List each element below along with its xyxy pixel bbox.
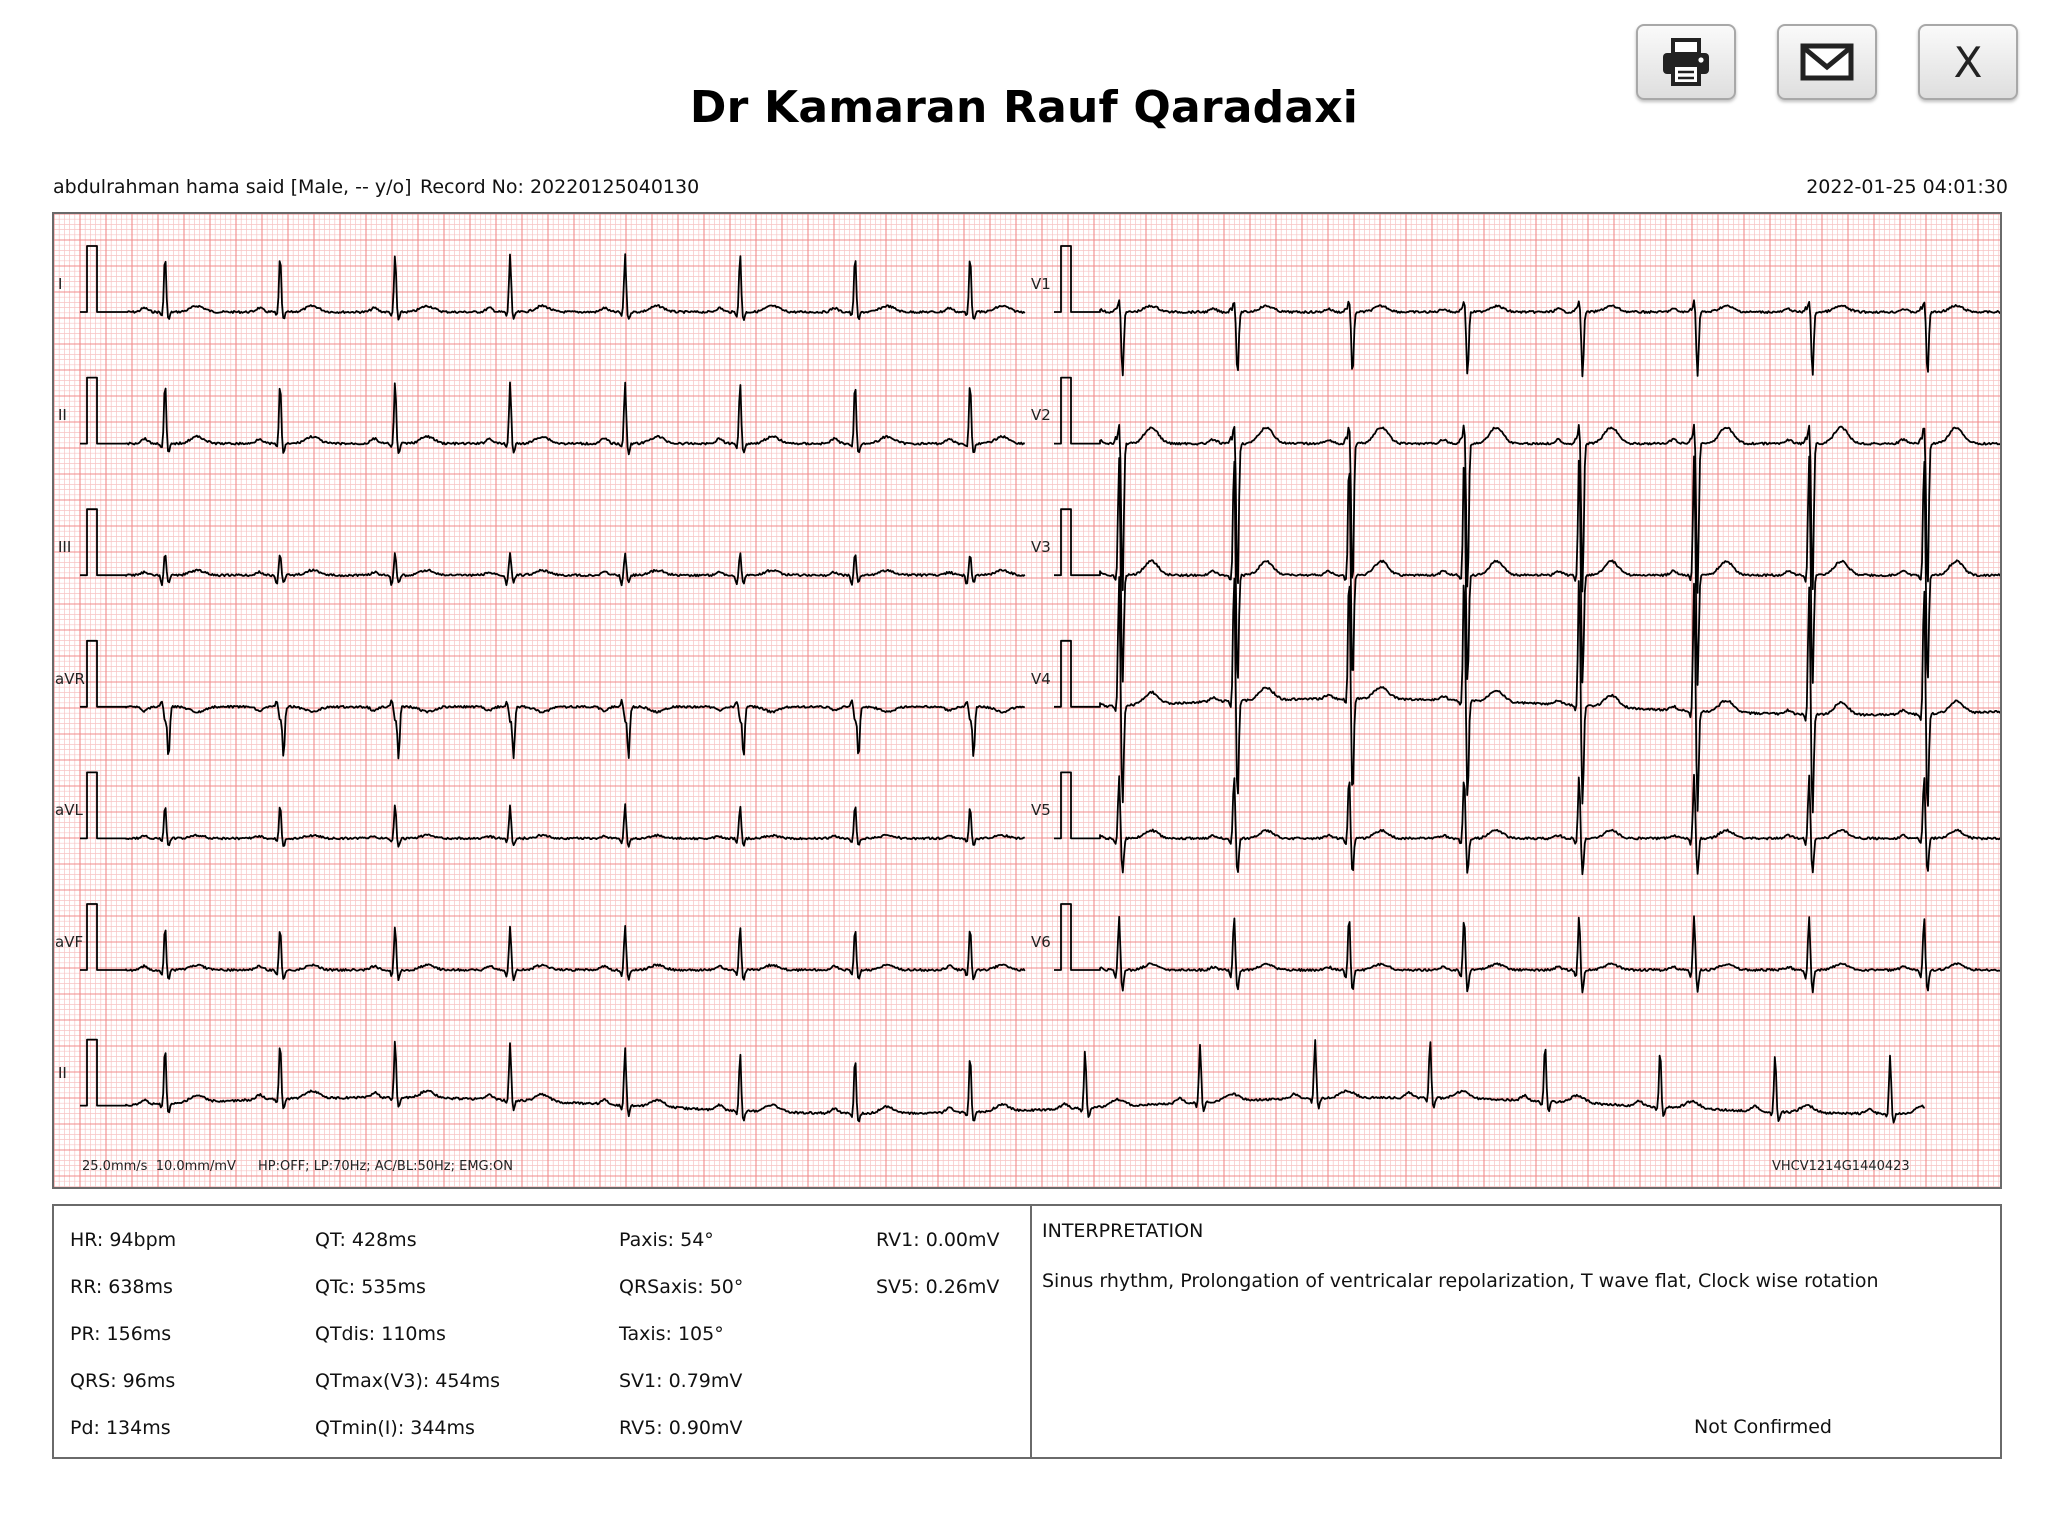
interpretation-text: Sinus rhythm, Prolongation of ventricala… — [1042, 1270, 1879, 1292]
trace-v3 — [1054, 455, 2000, 686]
record-datetime: 2022-01-25 04:01:30 — [1806, 176, 2008, 198]
trace-v1 — [1054, 245, 2000, 378]
measurements-col-3: Paxis: 54° QRSaxis: 50° Taxis: 105° SV1:… — [619, 1228, 743, 1463]
measure-sv1: SV1: 0.79mV — [619, 1370, 743, 1392]
minor-grid — [54, 214, 2000, 1187]
measurements-col-4: RV1: 0.00mV SV5: 0.26mV — [876, 1228, 1000, 1322]
measure-qtdis: QTdis: 110ms — [315, 1323, 446, 1345]
trace-iii — [80, 508, 1026, 587]
measure-rr: RR: 638ms — [70, 1276, 173, 1298]
measure-rv1: RV1: 0.00mV — [876, 1229, 1000, 1251]
measure-sv5: SV5: 0.26mV — [876, 1276, 1000, 1298]
record-number: Record No: 20220125040130 — [420, 176, 700, 198]
lead-label-avl: aVL — [55, 801, 83, 819]
page-title: Dr Kamaran Rauf Qaradaxi — [689, 82, 1359, 133]
close-icon: X — [1953, 37, 1983, 87]
lead-label-v1: V1 — [1031, 275, 1051, 293]
measure-pr: PR: 156ms — [70, 1323, 172, 1345]
ecg-grid: I II III aVR aVL aVF V1 V2 V3 V4 V5 V6 I… — [54, 214, 2000, 1187]
ecg-filters: HP:OFF; LP:70Hz; AC/BL:50Hz; EMG:ON — [258, 1159, 513, 1174]
ecg-settings: 25.0mm/s 10.0mm/mV — [82, 1159, 236, 1174]
measurements-col-2: QT: 428ms QTc: 535ms QTdis: 110ms QTmax(… — [315, 1228, 500, 1463]
printer-icon — [1663, 38, 1709, 86]
trace-v4 — [1054, 576, 2000, 814]
measure-qrs: QRS: 96ms — [70, 1370, 176, 1392]
measure-qtmin: QTmin(I): 344ms — [315, 1417, 475, 1439]
device-id: VHCV1214G1440423 — [1772, 1159, 1910, 1174]
patient-info: abdulrahman hama said [Male, -- y/o] — [53, 176, 412, 198]
panel-divider — [1030, 1206, 1032, 1457]
major-grid — [54, 214, 2000, 1187]
lead-label-v3: V3 — [1031, 538, 1051, 556]
trace-ii — [80, 376, 1026, 456]
interpretation-title: INTERPRETATION — [1042, 1220, 1204, 1242]
measurements-col-1: HR: 94bpm RR: 638ms PR: 156ms QRS: 96ms … — [70, 1228, 176, 1463]
measure-qrsaxis: QRSaxis: 50° — [619, 1276, 744, 1298]
trace-avf — [80, 903, 1026, 982]
trace-i — [80, 245, 1026, 321]
envelope-icon — [1800, 43, 1854, 81]
measure-qtc: QTc: 535ms — [315, 1276, 426, 1298]
measure-rv5: RV5: 0.90mV — [619, 1417, 743, 1439]
measure-pd: Pd: 134ms — [70, 1417, 171, 1439]
measure-qtmax: QTmax(V3): 454ms — [315, 1370, 500, 1392]
lead-label-v6: V6 — [1031, 933, 1051, 951]
lead-label-v5: V5 — [1031, 801, 1051, 819]
trace-rhythm-ii — [80, 1038, 1925, 1124]
lead-label-v2: V2 — [1031, 406, 1051, 424]
measurements-panel: HR: 94bpm RR: 638ms PR: 156ms QRS: 96ms … — [52, 1204, 2002, 1459]
lead-label-ii: II — [58, 406, 67, 424]
ecg-chart: I II III aVR aVL aVF V1 V2 V3 V4 V5 V6 I… — [52, 212, 2002, 1189]
trace-v5 — [1054, 771, 2000, 876]
lead-label-v4: V4 — [1031, 670, 1051, 688]
measure-hr: HR: 94bpm — [70, 1229, 177, 1251]
trace-avr — [80, 639, 1025, 760]
measure-paxis: Paxis: 54° — [619, 1229, 714, 1251]
trace-avl — [80, 771, 1025, 848]
lead-label-i: I — [58, 275, 62, 293]
email-button[interactable] — [1777, 24, 1877, 100]
lead-label-avf: aVF — [55, 933, 83, 951]
measure-taxis: Taxis: 105° — [619, 1323, 724, 1345]
confirmation-status: Not Confirmed — [1694, 1416, 1832, 1438]
lead-label-rhythm: II — [58, 1064, 67, 1082]
trace-v2 — [1054, 376, 2000, 594]
print-button[interactable] — [1636, 24, 1736, 100]
trace-v6 — [1054, 903, 2000, 994]
lead-label-iii: III — [58, 538, 71, 556]
lead-label-avr: aVR — [55, 670, 85, 688]
close-button[interactable]: X — [1918, 24, 2018, 100]
measure-qt: QT: 428ms — [315, 1229, 417, 1251]
